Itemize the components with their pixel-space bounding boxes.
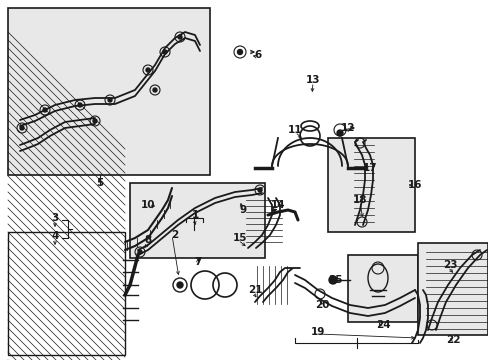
Circle shape — [163, 50, 167, 54]
Text: 3: 3 — [51, 213, 59, 223]
Text: 2: 2 — [171, 230, 178, 240]
Circle shape — [328, 276, 336, 284]
Text: 24: 24 — [375, 320, 389, 330]
Text: 10: 10 — [141, 200, 155, 210]
Text: 25: 25 — [327, 275, 342, 285]
Circle shape — [20, 126, 24, 130]
Circle shape — [43, 108, 47, 112]
Text: 16: 16 — [407, 180, 421, 190]
Bar — [347, 255, 417, 322]
Text: 9: 9 — [239, 205, 246, 215]
Bar — [8, 8, 209, 175]
Circle shape — [146, 68, 150, 72]
Text: 7: 7 — [194, 257, 201, 267]
Circle shape — [258, 188, 262, 192]
Text: 21: 21 — [247, 285, 262, 295]
Text: 19: 19 — [310, 327, 325, 337]
Circle shape — [93, 119, 97, 123]
Text: 22: 22 — [445, 335, 459, 345]
Text: 13: 13 — [305, 75, 320, 85]
Circle shape — [78, 103, 82, 107]
Circle shape — [138, 250, 142, 254]
Circle shape — [237, 49, 242, 54]
Bar — [8, 232, 125, 355]
Bar — [327, 138, 414, 232]
Text: 5: 5 — [96, 178, 103, 188]
Text: 11: 11 — [287, 125, 302, 135]
Bar — [130, 183, 264, 258]
Circle shape — [178, 35, 182, 39]
Text: 14: 14 — [270, 200, 285, 210]
Text: 4: 4 — [51, 231, 59, 241]
Text: 18: 18 — [352, 195, 366, 205]
Circle shape — [177, 282, 183, 288]
Circle shape — [108, 98, 112, 102]
Text: 20: 20 — [314, 300, 328, 310]
Text: 17: 17 — [362, 163, 377, 173]
Text: 15: 15 — [232, 233, 247, 243]
Circle shape — [336, 130, 342, 136]
Text: 6: 6 — [254, 50, 261, 60]
Text: 12: 12 — [340, 123, 354, 133]
Circle shape — [153, 88, 157, 92]
Text: 8: 8 — [144, 235, 151, 245]
Bar — [417, 243, 487, 335]
Text: 23: 23 — [442, 260, 456, 270]
Text: 1: 1 — [191, 210, 198, 220]
